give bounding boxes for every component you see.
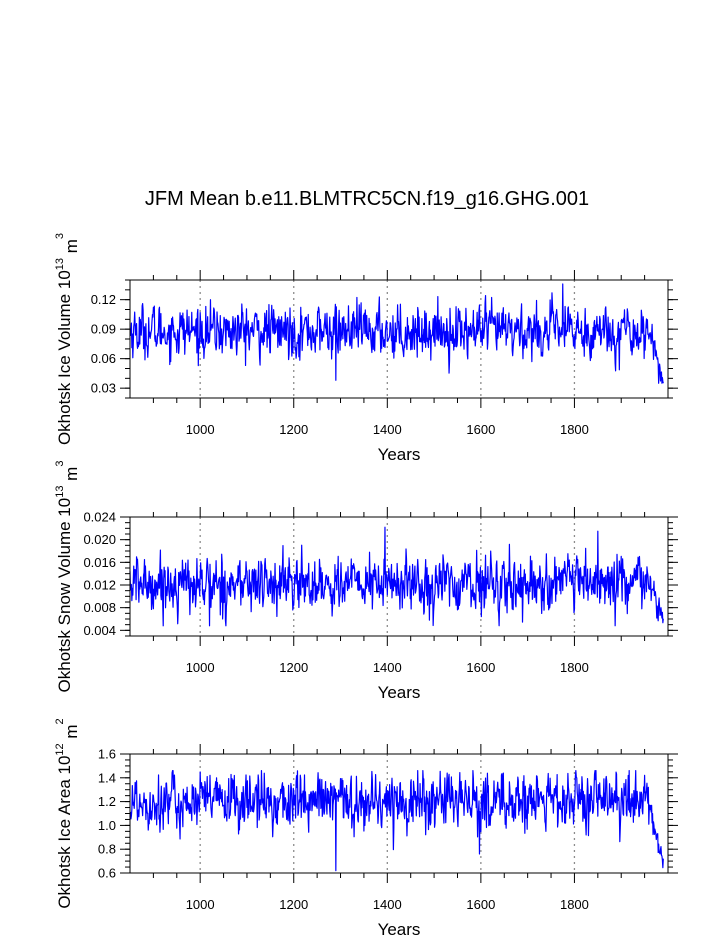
panels: 1000 1200 1400 1600 1800 0.03 0.06 0.09 0.12 Year… — [54, 233, 678, 935]
x-tick-label: 1400 — [373, 422, 402, 437]
y-tick-label: 1.6 — [98, 747, 116, 762]
series-line-snow-volume — [129, 526, 664, 627]
y-tick-label: 0.020 — [83, 532, 116, 547]
y-tick-label: 0.03 — [91, 381, 116, 396]
y-tick-label: 0.016 — [83, 555, 116, 570]
y-tick-label: 0.6 — [98, 866, 116, 881]
y-axis-label: Okhotsk Ice Volume 1013 m3 — [54, 233, 81, 445]
x-axis-label: Years — [378, 445, 421, 464]
panel-ice-area: 1000 1200 1400 1600 1800 0.6 0.8 1.0 1.2 1.4 1.6 Ye… — [54, 718, 678, 935]
x-axis-label: Years — [378, 920, 421, 935]
y-tick-label: 0.06 — [91, 351, 116, 366]
y-tick-label: 1.4 — [98, 770, 116, 785]
x-tick-label: 1600 — [466, 422, 495, 437]
x-tick-label: 1400 — [373, 660, 402, 675]
y-tick-label: 0.8 — [98, 842, 116, 857]
x-tick-label: 1000 — [186, 422, 215, 437]
y-tick-label: 0.024 — [83, 510, 116, 525]
x-axis-label: Years — [378, 683, 421, 702]
y-tick-label: 0.004 — [83, 623, 116, 638]
y-tick-label: 0.12 — [91, 292, 116, 307]
y-axis-label: Okhotsk Snow Volume 1013 m3 — [54, 461, 81, 693]
chart-title: JFM Mean b.e11.BLMTRC5CN.f19_g16.GHG.001 — [145, 188, 589, 210]
x-tick-label: 1600 — [466, 897, 495, 912]
x-tick-label: 1400 — [373, 897, 402, 912]
y-tick-label: 1.2 — [98, 794, 116, 809]
x-tick-label: 1200 — [279, 897, 308, 912]
x-tick-label: 1800 — [560, 660, 589, 675]
panel-snow-volume: 1000 1200 1400 1600 1800 0.004 0.008 0.012 0.016… — [54, 461, 678, 702]
y-axis-label: Okhotsk Ice Area 1012 m2 — [54, 718, 81, 908]
y-tick-label: 0.008 — [83, 600, 116, 615]
x-tick-label: 1600 — [466, 660, 495, 675]
x-tick-label: 1800 — [560, 422, 589, 437]
y-tick-label: 0.09 — [91, 322, 116, 337]
series-line-ice-volume — [129, 283, 664, 384]
x-tick-label: 1200 — [279, 422, 308, 437]
x-tick-label: 1800 — [560, 897, 589, 912]
x-tick-label: 1200 — [279, 660, 308, 675]
y-tick-label: 0.012 — [83, 578, 116, 593]
series-line-ice-area — [129, 770, 664, 872]
x-tick-label: 1000 — [186, 897, 215, 912]
plot-frame — [129, 516, 669, 637]
panel-ice-volume: 1000 1200 1400 1600 1800 0.03 0.06 0.09 0.12 Year… — [54, 233, 678, 464]
y-tick-label: 1.0 — [98, 818, 116, 833]
x-tick-label: 1000 — [186, 660, 215, 675]
